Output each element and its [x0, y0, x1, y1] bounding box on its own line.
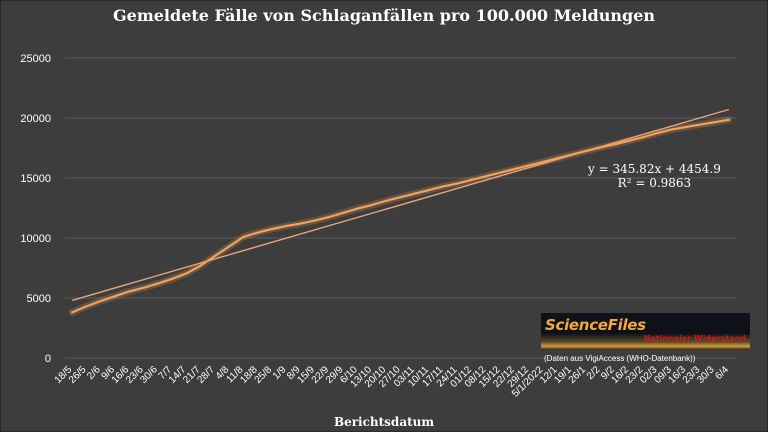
data-point — [285, 224, 288, 228]
data-point — [128, 290, 131, 293]
data-point — [342, 211, 345, 214]
data-point — [684, 125, 688, 129]
data-point — [613, 143, 616, 146]
data-point — [485, 175, 488, 178]
data-point — [142, 286, 145, 289]
data-point — [442, 185, 445, 188]
data-point — [642, 136, 645, 139]
data-point — [542, 160, 545, 163]
data-point — [170, 277, 174, 280]
data-point — [656, 131, 659, 135]
logo-subtitle-text: Nationaler Widerstand — [643, 334, 746, 343]
data-point — [199, 264, 202, 267]
trendline — [71, 108, 730, 302]
data-point — [627, 139, 631, 142]
chart-title: Gemeldete Fälle von Schlaganfällen pro 1… — [112, 6, 656, 25]
data-point — [270, 227, 274, 231]
trendline-r-squared: R² = 0.9863 — [617, 176, 692, 190]
data-point — [527, 164, 531, 167]
data-point — [85, 305, 88, 308]
x-axis-ticks: 18/526/52/69/616/623/630/67/714/721/728/… — [53, 364, 732, 400]
data-point — [470, 178, 473, 181]
data-point — [570, 153, 573, 156]
source-note: (Daten aus VigiAccess (WHO-Datenbank)) — [544, 354, 696, 363]
x-tick-label: 6/4 — [713, 364, 731, 382]
data-point — [185, 272, 188, 275]
data-point — [313, 219, 316, 222]
data-point — [71, 311, 74, 314]
data-point — [727, 118, 730, 121]
y-tick-label: 0 — [45, 353, 51, 365]
data-point — [156, 282, 159, 285]
logo-brand-text: ScienceFiles — [545, 316, 646, 334]
data-point — [556, 157, 559, 160]
series-line — [70, 118, 731, 314]
y-tick-label: 10000 — [20, 233, 51, 245]
data-point — [499, 171, 502, 174]
data-point — [228, 245, 231, 248]
y-axis-ticks: 0 5000 10000 15000 20000 25000 — [20, 53, 51, 365]
y-tick-label: 15000 — [20, 173, 51, 185]
data-point — [99, 299, 102, 303]
data-point — [513, 167, 516, 171]
data-point — [299, 222, 302, 225]
trendline-formula: y = 345.82x + 4454.9 — [588, 162, 721, 176]
trendline-equation: y = 345.82x + 4454.9 R² = 0.9863 — [588, 162, 721, 190]
data-point — [399, 196, 402, 199]
gridlines — [65, 57, 736, 359]
data-point — [599, 146, 602, 149]
y-tick-label: 5000 — [27, 293, 51, 305]
data-point — [670, 128, 673, 131]
data-point — [370, 203, 374, 207]
series-line-glow — [68, 116, 733, 316]
data-point — [385, 199, 388, 202]
x-axis-label: Berichtsdatum — [333, 415, 435, 429]
data-point — [456, 182, 459, 185]
data-point — [356, 207, 359, 210]
y-tick-label: 25000 — [20, 53, 51, 65]
y-tick-label: 20000 — [20, 113, 51, 125]
series-layer — [68, 108, 733, 316]
data-point — [427, 188, 431, 192]
data-point — [242, 235, 245, 238]
data-point — [584, 149, 588, 153]
data-point — [699, 123, 702, 126]
data-point — [113, 295, 117, 298]
data-point — [213, 254, 217, 258]
data-point — [256, 231, 259, 234]
data-point — [328, 215, 331, 219]
data-point — [713, 121, 716, 124]
sciencefiles-logo: ScienceFiles Nationaler Widerstand — [541, 313, 750, 350]
data-point — [413, 192, 416, 195]
